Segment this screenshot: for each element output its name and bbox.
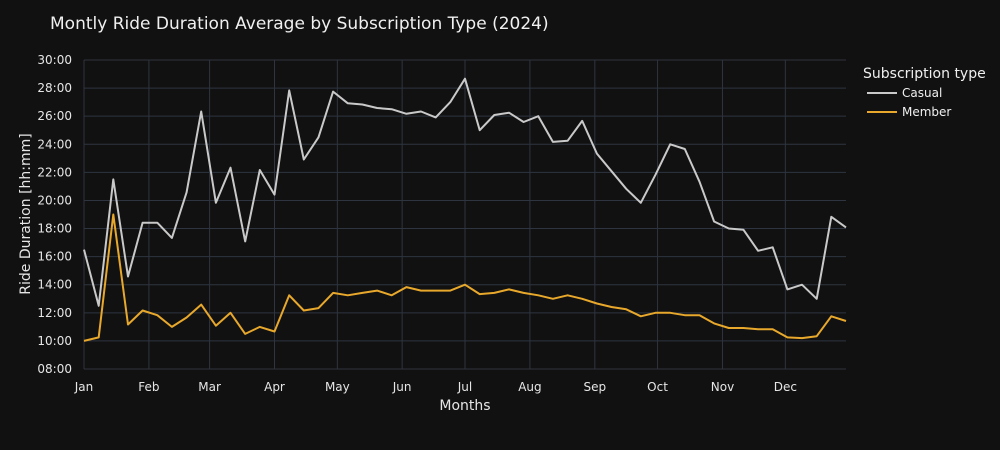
- y-tick-label: 20:00: [37, 193, 72, 207]
- x-tick-label: Sep: [584, 380, 607, 394]
- x-tick-label: Oct: [647, 380, 668, 394]
- legend-item-member[interactable]: Member: [867, 105, 951, 119]
- x-axis-ticks: Jan Feb Mar Apr May Jun Jul Aug Sep Oct Nov Dec: [74, 380, 797, 394]
- x-axis-label: Months: [439, 398, 490, 414]
- x-tick-label: Aug: [518, 380, 541, 394]
- y-tick-label: 24:00: [37, 137, 72, 151]
- legend-item-casual[interactable]: Casual: [867, 86, 942, 100]
- y-tick-label: 22:00: [37, 165, 72, 179]
- series-lines: [83, 77, 847, 342]
- y-tick-label: 18:00: [37, 222, 72, 236]
- y-tick-label: 14:00: [37, 278, 72, 292]
- legend: Subscription type Casual Member: [863, 66, 986, 119]
- series-line-casual[interactable]: [83, 77, 847, 307]
- y-tick-label: 26:00: [37, 109, 72, 123]
- y-tick-label: 28:00: [37, 81, 72, 95]
- y-tick-label: 30:00: [37, 53, 72, 67]
- series-line-member[interactable]: [83, 213, 847, 342]
- y-tick-label: 10:00: [37, 334, 72, 348]
- x-tick-label: Feb: [138, 380, 159, 394]
- legend-label-casual: Casual: [902, 86, 942, 100]
- y-axis-ticks: 08:00 10:00 12:00 14:00 16:00 18:00 20:00 22:00…: [37, 53, 72, 376]
- x-tick-label: Jan: [74, 380, 94, 394]
- x-tick-label: Jul: [457, 380, 472, 394]
- x-tick-label: Apr: [264, 380, 285, 394]
- legend-title: Subscription type: [863, 66, 986, 82]
- y-tick-label: 08:00: [37, 362, 72, 376]
- grid-lines: [83, 59, 846, 370]
- chart-title: Montly Ride Duration Average by Subscrip…: [50, 14, 549, 34]
- x-tick-label: Jun: [392, 380, 412, 394]
- x-tick-label: Mar: [198, 380, 221, 394]
- y-axis-label: Ride Duration [hh:mm]: [18, 133, 34, 295]
- x-tick-label: May: [325, 380, 350, 394]
- y-tick-label: 12:00: [37, 306, 72, 320]
- legend-label-member: Member: [902, 105, 951, 119]
- x-tick-label: Dec: [774, 380, 797, 394]
- y-tick-label: 16:00: [37, 250, 72, 264]
- x-tick-label: Nov: [711, 380, 734, 394]
